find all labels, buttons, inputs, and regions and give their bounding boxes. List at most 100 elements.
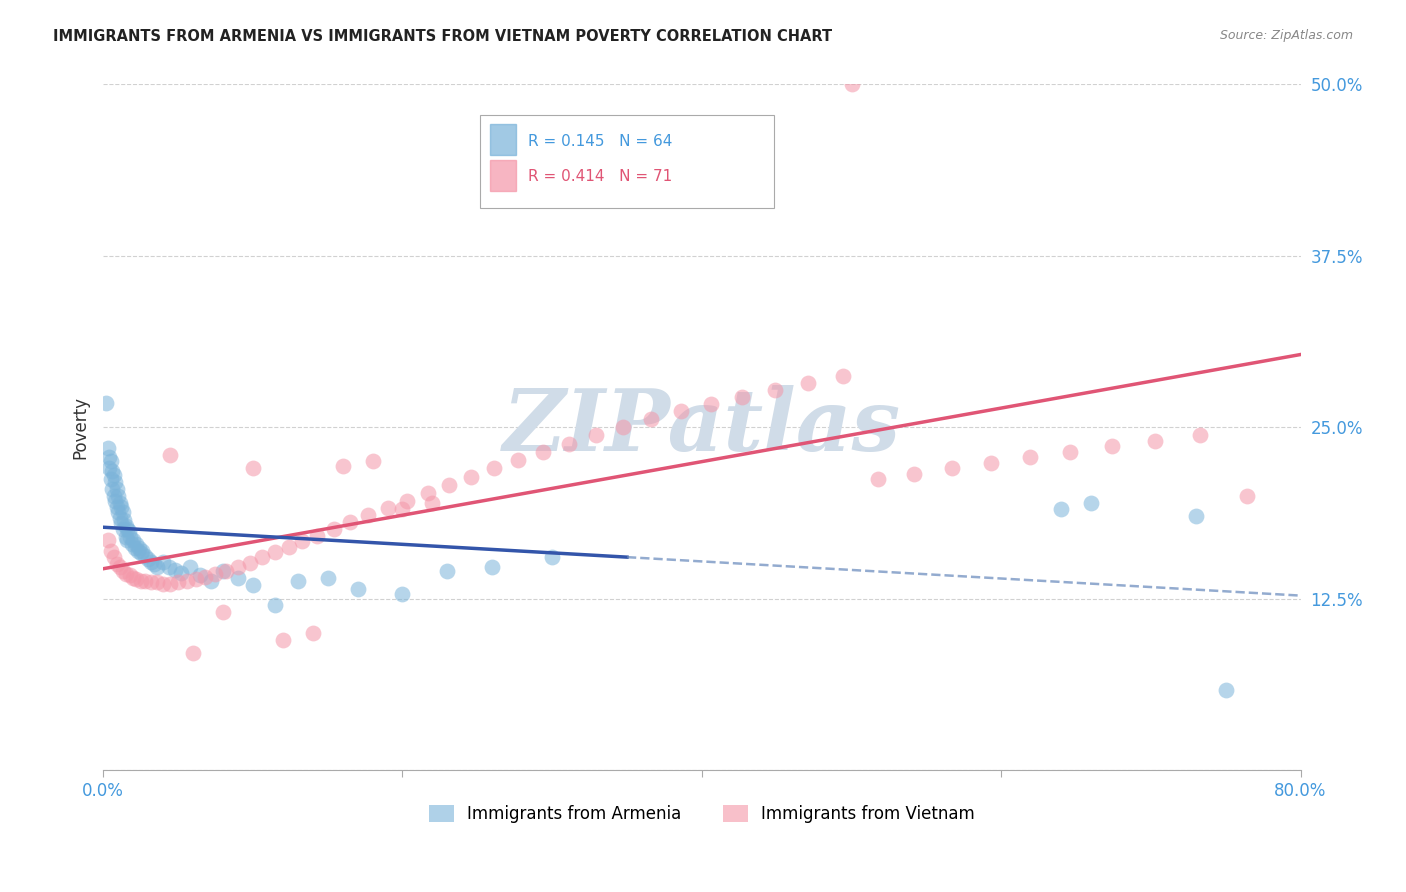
Point [541,550,564,565]
Point [1189,428,1212,442]
Point [612,420,634,434]
Point [157,560,180,574]
Point [700,397,723,411]
Point [531,445,554,459]
Point [110,516,132,531]
Point [108,560,131,574]
Point [250,550,273,565]
Point [377,501,399,516]
Point [731,390,754,404]
Point [105,482,128,496]
Point [111,522,134,536]
Point [1184,509,1206,524]
Point [107,489,129,503]
Point [152,555,174,569]
Point [332,458,354,473]
Point [128,541,150,555]
Point [436,564,458,578]
Text: IMMIGRANTS FROM ARMENIA VS IMMIGRANTS FROM VIETNAM POVERTY CORRELATION CHART: IMMIGRANTS FROM ARMENIA VS IMMIGRANTS FR… [53,29,832,44]
Point [226,560,249,574]
Point [129,574,152,588]
Point [868,472,890,486]
Point [103,550,125,565]
Point [1215,683,1237,698]
Point [1050,502,1073,516]
Point [422,495,444,509]
Point [763,383,786,397]
Point [277,540,299,554]
Point [104,494,127,508]
Point [271,632,294,647]
Point [1236,489,1258,503]
Point [316,571,339,585]
Point [104,475,127,489]
Point [1080,495,1102,509]
Point [97,533,120,547]
Point [115,522,138,536]
Point [146,575,169,590]
Point [129,546,152,560]
Point [117,524,139,539]
Point [152,576,174,591]
Point [100,472,122,486]
Point [200,574,222,588]
Point [361,454,384,468]
Text: ZIPatlas: ZIPatlas [503,385,901,469]
Point [215,564,238,578]
Point [167,575,190,590]
Point [391,502,413,516]
Point [101,482,124,496]
Point [416,486,439,500]
Point [831,369,853,384]
Bar [489,124,516,155]
Point [291,534,314,549]
Point [437,478,460,492]
Text: Source: ZipAtlas.com: Source: ZipAtlas.com [1219,29,1353,42]
Point [134,574,156,588]
Point [194,569,217,583]
Point [1144,434,1167,448]
Point [170,566,193,580]
Point [111,505,134,519]
Point [114,566,136,581]
Point [357,508,380,522]
Point [108,495,131,509]
Point [131,543,153,558]
Point [204,566,226,581]
Point [134,549,156,563]
Point [395,494,418,508]
Point [108,510,131,524]
Point [114,530,136,544]
Point [105,558,128,572]
Point [242,461,264,475]
Point [212,564,235,578]
Point [239,556,262,570]
Point [339,515,361,529]
Point [94,395,117,409]
Point [190,568,212,582]
Point [460,469,482,483]
Point [98,461,121,475]
Point [120,568,142,582]
Point [159,576,181,591]
Point [557,436,579,450]
Point [100,543,122,558]
Point [114,519,136,533]
Point [125,537,148,551]
Point [1018,450,1040,465]
Point [841,78,863,92]
Point [391,587,413,601]
Point [112,513,135,527]
Point [322,522,344,536]
Point [163,563,186,577]
Point [1101,439,1123,453]
Text: R = 0.414   N = 71: R = 0.414 N = 71 [529,169,672,185]
Point [301,626,323,640]
Point [124,541,146,555]
Point [797,376,820,391]
Point [115,533,138,547]
Point [122,571,145,585]
Point [212,605,235,619]
Point [941,461,963,475]
Point [120,530,142,544]
